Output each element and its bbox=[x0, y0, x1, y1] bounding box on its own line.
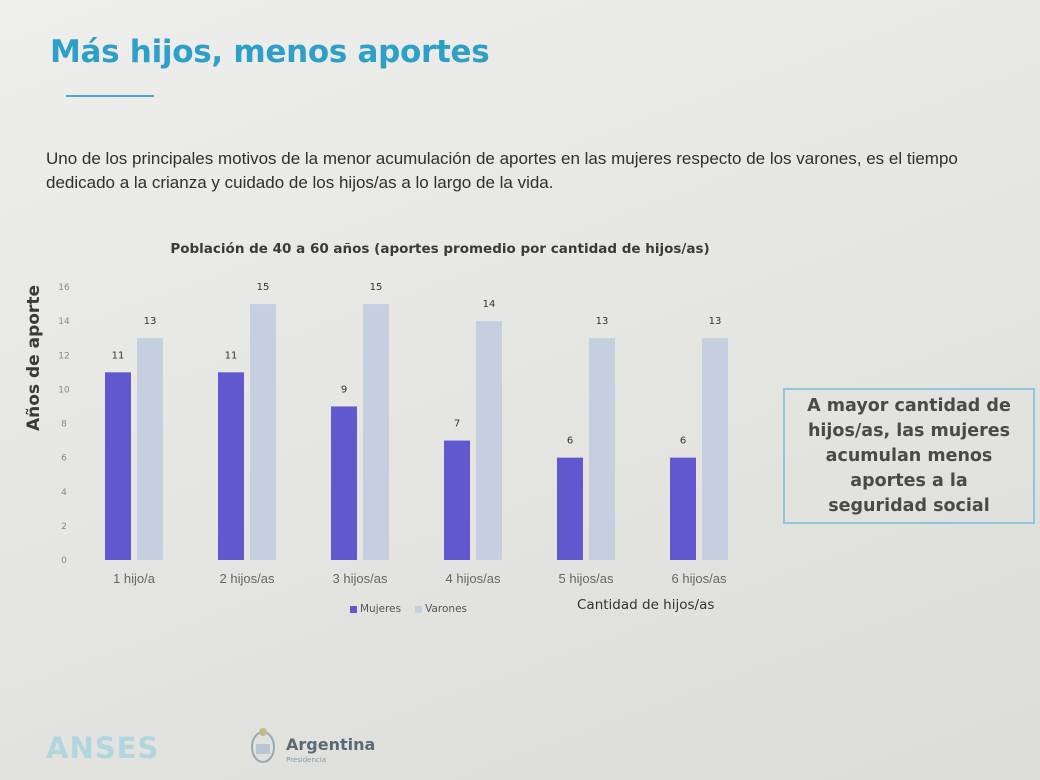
title-underline bbox=[66, 95, 154, 97]
callout-text: A mayor cantidad de hijos/as, las mujere… bbox=[807, 395, 1011, 516]
y-tick-label: 16 bbox=[58, 283, 70, 293]
bar-mujeres bbox=[557, 457, 583, 560]
bar-varones bbox=[250, 304, 276, 560]
bar-varones bbox=[137, 338, 163, 560]
legend-item-mujeres: Mujeres bbox=[350, 603, 401, 615]
bar-mujeres bbox=[105, 372, 131, 560]
argentina-logo-text: Argentina bbox=[286, 735, 376, 754]
chart-title: Población de 40 a 60 años (aportes prome… bbox=[170, 241, 710, 257]
x-tick-label: 1 hijo/a bbox=[113, 571, 156, 586]
data-label-varones: 15 bbox=[257, 282, 270, 293]
legend-label-varones: Varones bbox=[425, 603, 468, 615]
data-label-varones: 14 bbox=[483, 299, 496, 310]
y-tick-label: 6 bbox=[61, 454, 67, 464]
legend-label-mujeres: Mujeres bbox=[360, 603, 402, 615]
x-tick-label: 2 hijos/as bbox=[220, 571, 275, 586]
data-label-varones: 13 bbox=[709, 316, 722, 327]
y-tick-label: 2 bbox=[61, 522, 67, 532]
bar-varones bbox=[476, 321, 502, 560]
legend-swatch-mujeres bbox=[350, 605, 357, 613]
x-tick-label: 6 hijos/as bbox=[672, 571, 727, 586]
callout-box: A mayor cantidad de hijos/as, las mujere… bbox=[783, 388, 1035, 524]
data-label-mujeres: 6 bbox=[567, 436, 573, 447]
data-label-mujeres: 11 bbox=[225, 350, 238, 361]
intro-paragraph: Uno de los principales motivos de la men… bbox=[46, 149, 958, 192]
national-seal-icon bbox=[251, 728, 275, 763]
bar-mujeres bbox=[331, 406, 357, 560]
y-tick-label: 8 bbox=[61, 420, 67, 430]
data-label-mujeres: 11 bbox=[112, 350, 125, 361]
legend-swatch-varones bbox=[415, 605, 423, 613]
bar-varones bbox=[702, 338, 728, 560]
bar-mujeres bbox=[444, 440, 470, 560]
chart-legend: Mujeres Varones bbox=[350, 603, 467, 615]
data-label-mujeres: 7 bbox=[454, 419, 460, 430]
y-tick-label: 12 bbox=[58, 351, 69, 361]
y-tick-label: 14 bbox=[58, 317, 70, 327]
presidencia-logo-text: Presidencia bbox=[286, 756, 326, 764]
anses-logo: ANSES bbox=[46, 731, 160, 765]
data-label-mujeres: 6 bbox=[680, 436, 686, 447]
bar-varones bbox=[589, 338, 615, 560]
data-label-varones: 15 bbox=[370, 282, 383, 293]
x-tick-label: 4 hijos/as bbox=[446, 571, 501, 586]
y-tick-label: 0 bbox=[61, 556, 67, 566]
bar-mujeres bbox=[670, 457, 696, 560]
y-tick-label: 4 bbox=[61, 488, 67, 498]
data-label-varones: 13 bbox=[144, 316, 157, 327]
x-tick-label: 3 hijos/as bbox=[333, 571, 388, 586]
data-label-varones: 13 bbox=[596, 316, 609, 327]
x-axis-label: Cantidad de hijos/as bbox=[577, 597, 715, 613]
bar-mujeres bbox=[218, 372, 244, 560]
bar-varones bbox=[363, 304, 389, 560]
y-tick-label: 10 bbox=[58, 385, 70, 395]
x-tick-label: 5 hijos/as bbox=[559, 571, 614, 586]
data-label-mujeres: 9 bbox=[341, 384, 347, 395]
legend-item-varones: Varones bbox=[415, 603, 467, 615]
slide-title: Más hijos, menos aportes bbox=[50, 34, 490, 70]
